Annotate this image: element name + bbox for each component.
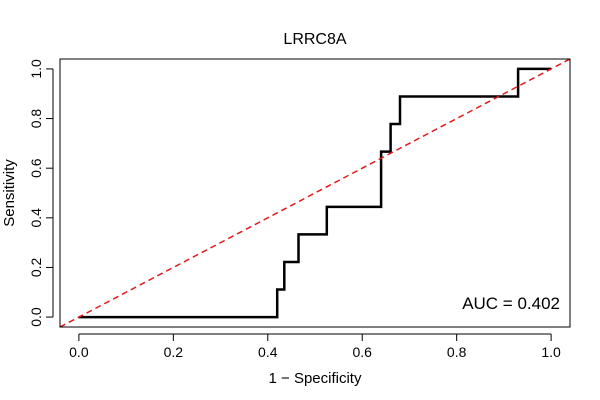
- plot-frame: [59, 58, 571, 328]
- x-tick-label: 0.8: [447, 344, 467, 360]
- y-tick-label: 0.6: [28, 158, 44, 178]
- series-layer: [60, 59, 570, 327]
- roc-curve-line: [78, 67, 552, 319]
- axis-layer: 0.0 0.2 0.4 0.6 0.8 1.0 0.0 0.2 0.4 0.6 0.8 1.0: [28, 59, 561, 360]
- x-axis-label: 1 − Specificity: [269, 370, 362, 387]
- chart-title: LRRC8A: [283, 31, 346, 48]
- x-tick-label: 0.4: [258, 344, 278, 360]
- y-tick-label: 0.4: [28, 208, 44, 228]
- y-axis-label: Sensitivity: [1, 159, 18, 227]
- x-tick-label: 0.2: [164, 344, 184, 360]
- y-tick-label: 0.2: [28, 258, 44, 278]
- x-tick-label: 1.0: [541, 344, 561, 360]
- y-tick-label: 0.8: [28, 109, 44, 129]
- auc-annotation: AUC = 0.402: [462, 294, 560, 313]
- reference-diagonal-line: [60, 59, 570, 327]
- x-tick-label: 0.0: [69, 344, 89, 360]
- x-tick-label: 0.6: [352, 344, 372, 360]
- y-tick-label: 1.0: [28, 59, 44, 79]
- y-tick-label: 0.0: [28, 307, 44, 327]
